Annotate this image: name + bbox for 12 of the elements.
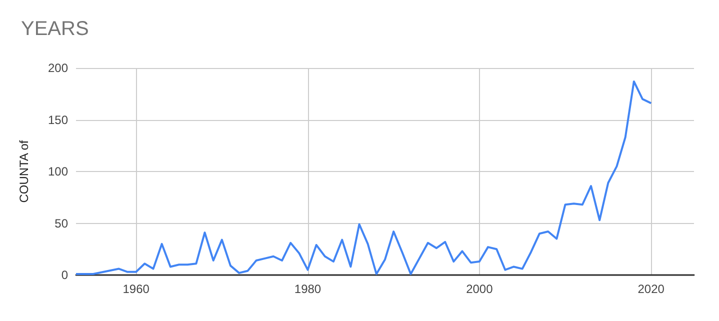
x-tick-label: 1960 [122,282,150,296]
y-tick-label: 0 [61,268,68,282]
x-tick-label: 1980 [294,282,322,296]
y-tick-label: 100 [48,164,68,178]
x-tick-label: 2000 [466,282,494,296]
y-tick-label: 150 [48,112,68,127]
chart-title: YEARS [21,18,89,40]
line-series [75,80,652,275]
y-tick-label: 50 [54,216,68,230]
y-axis-title: COUNTA of [17,140,31,203]
y-tick-label: 200 [48,61,68,75]
x-tick-label: 2020 [638,282,665,296]
